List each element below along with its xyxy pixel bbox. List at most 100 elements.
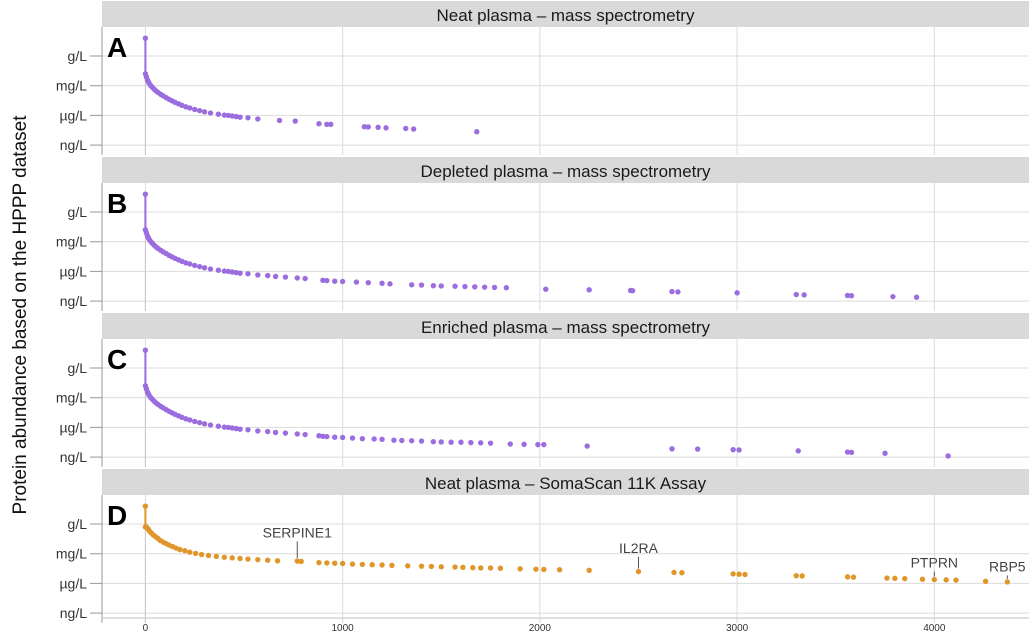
data-point bbox=[349, 561, 356, 567]
annotation-label: SERPINE1 bbox=[263, 524, 332, 540]
panel-strip bbox=[102, 469, 1029, 495]
data-point bbox=[387, 281, 393, 287]
data-point bbox=[361, 123, 368, 130]
data-point bbox=[848, 449, 855, 456]
data-point bbox=[460, 564, 466, 571]
data-point bbox=[391, 437, 397, 443]
data-point bbox=[324, 560, 330, 566]
data-point bbox=[255, 428, 261, 434]
y-tick-label: mg/L bbox=[56, 390, 87, 406]
annotation-label: RBP5 bbox=[989, 559, 1026, 575]
data-point bbox=[799, 573, 805, 579]
data-point bbox=[430, 438, 437, 445]
data-point bbox=[848, 293, 855, 299]
data-point bbox=[882, 450, 888, 456]
data-point bbox=[272, 429, 279, 436]
data-point bbox=[187, 105, 193, 111]
x-tick-label: 2000 bbox=[529, 623, 552, 632]
data-point bbox=[215, 267, 222, 273]
data-point bbox=[736, 447, 742, 453]
data-point bbox=[533, 566, 539, 572]
data-point bbox=[207, 110, 214, 116]
x-tick-label: 0 bbox=[143, 623, 149, 632]
data-point bbox=[264, 428, 271, 435]
data-point bbox=[497, 565, 504, 571]
data-point bbox=[255, 272, 261, 278]
panel-title: Neat plasma – mass spectrometry bbox=[437, 6, 695, 25]
data-point bbox=[405, 563, 411, 569]
panel-letter: C bbox=[107, 344, 127, 375]
data-point bbox=[237, 114, 243, 120]
data-point bbox=[192, 262, 198, 269]
data-point bbox=[468, 439, 474, 446]
data-point bbox=[452, 564, 458, 570]
data-point bbox=[430, 282, 437, 289]
y-tick-label: mg/L bbox=[56, 234, 87, 250]
data-point bbox=[237, 426, 243, 432]
panel-letter: A bbox=[107, 32, 127, 63]
data-point bbox=[982, 578, 989, 585]
data-point bbox=[795, 448, 801, 454]
data-point bbox=[943, 577, 949, 583]
data-point bbox=[556, 567, 563, 573]
data-point bbox=[487, 565, 494, 571]
data-point bbox=[177, 546, 183, 553]
data-point bbox=[196, 419, 203, 426]
data-point bbox=[408, 282, 415, 288]
data-point bbox=[418, 438, 425, 444]
annotation-label: IL2RA bbox=[619, 540, 659, 556]
y-tick-label: ng/L bbox=[60, 293, 87, 309]
data-point bbox=[850, 574, 857, 580]
x-axis: 0 1000 2000 3000 4000 bbox=[143, 623, 946, 632]
data-point bbox=[272, 273, 279, 280]
data-point bbox=[233, 113, 239, 120]
data-point bbox=[383, 125, 389, 131]
data-point bbox=[198, 551, 205, 558]
y-tick-label: ng/L bbox=[60, 449, 87, 465]
data-point bbox=[844, 449, 851, 455]
data-point bbox=[742, 571, 748, 578]
data-point bbox=[379, 562, 385, 568]
panel-strip bbox=[102, 1, 1029, 27]
data-point bbox=[359, 435, 366, 442]
panel-title: Enriched plasma – mass spectrometry bbox=[421, 318, 711, 337]
data-point bbox=[221, 268, 227, 274]
data-point bbox=[399, 437, 405, 444]
data-point bbox=[902, 575, 908, 582]
data-point bbox=[418, 282, 425, 288]
data-point bbox=[481, 284, 488, 290]
data-point bbox=[477, 565, 484, 571]
panel-letter: D bbox=[107, 500, 127, 531]
data-point bbox=[379, 280, 385, 286]
data-point bbox=[294, 431, 300, 437]
data-point bbox=[694, 446, 701, 452]
data-point bbox=[282, 274, 289, 280]
data-point bbox=[953, 577, 959, 583]
data-point bbox=[801, 292, 807, 298]
data-point bbox=[215, 423, 222, 429]
data-point bbox=[629, 288, 636, 294]
data-point bbox=[669, 288, 675, 295]
data-point bbox=[408, 438, 415, 444]
data-point bbox=[503, 285, 510, 291]
data-point bbox=[207, 266, 214, 272]
annotation-label: PTPRN bbox=[911, 555, 958, 571]
data-point bbox=[245, 427, 251, 433]
data-point bbox=[521, 441, 527, 448]
data-point bbox=[215, 111, 222, 117]
data-point bbox=[332, 434, 338, 440]
data-point bbox=[201, 421, 208, 427]
chart-panels: Neat plasma – mass spectrometry g/L mg/L µg… bbox=[56, 1, 1029, 623]
data-point bbox=[371, 436, 377, 442]
data-point bbox=[675, 289, 681, 295]
data-point bbox=[245, 271, 251, 277]
data-point bbox=[255, 556, 261, 563]
data-point bbox=[730, 446, 736, 453]
data-point bbox=[229, 269, 235, 275]
data-point bbox=[264, 272, 271, 279]
data-point bbox=[919, 576, 926, 582]
panel-strip bbox=[102, 313, 1029, 339]
data-point bbox=[233, 269, 239, 276]
data-point bbox=[793, 572, 799, 579]
data-point bbox=[294, 275, 300, 281]
